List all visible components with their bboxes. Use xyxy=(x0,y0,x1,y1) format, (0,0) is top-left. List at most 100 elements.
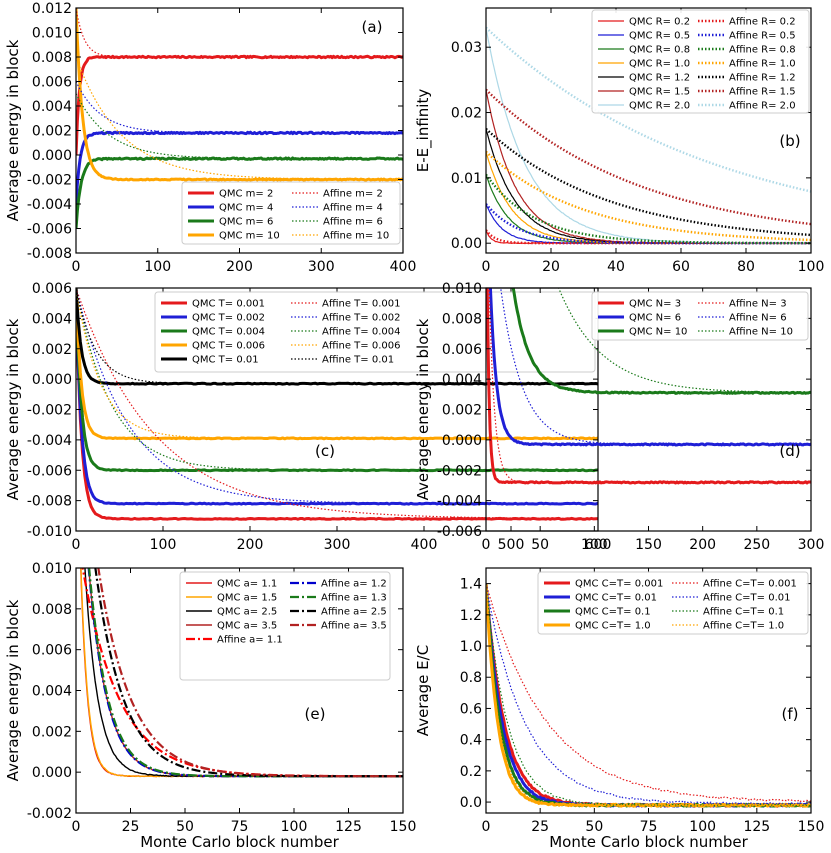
x-tick-label: 100 xyxy=(150,537,177,553)
y-tick-label: 1.0 xyxy=(460,639,482,655)
legend-label: QMC R= 1.2 xyxy=(629,73,690,84)
y-tick-label: 0.004 xyxy=(32,311,72,327)
y-tick-label: -0.008 xyxy=(27,246,72,262)
legend-label: Affine T= 0.001 xyxy=(322,299,400,310)
x-tick-label: 0 xyxy=(72,819,81,835)
series-group xyxy=(76,288,598,521)
legend-label: QMC R= 0.5 xyxy=(629,31,690,42)
x-axis-label: Monte Carlo block number xyxy=(140,833,339,851)
legend: QMC C=T= 0.001 QMC C=T= 0.01 QMC C=T= 0.1 Q… xyxy=(537,571,809,635)
legend-label: Affine m= 10 xyxy=(323,231,389,242)
series-line xyxy=(76,81,403,134)
y-tick-label: -0.004 xyxy=(437,494,482,510)
y-axis-label: E-E_infinity xyxy=(414,89,433,173)
panel-annotation: (d) xyxy=(779,442,800,460)
legend-label: Affine T= 0.004 xyxy=(322,327,400,338)
y-tick-label: -0.002 xyxy=(27,806,72,822)
legend-label: QMC R= 2.0 xyxy=(629,101,690,112)
series-group xyxy=(486,583,811,808)
series-line xyxy=(76,8,403,58)
panel-annotation: (b) xyxy=(779,132,800,150)
x-tick-label: 150 xyxy=(798,819,825,835)
x-tick-label: 0 xyxy=(72,537,81,553)
x-tick-label: 25 xyxy=(531,819,549,835)
series-line xyxy=(76,288,598,521)
legend-label: Affine a= 1.3 xyxy=(321,593,387,604)
y-tick-label: -0.008 xyxy=(27,494,72,510)
series-line xyxy=(76,288,598,471)
y-tick-label: 0.004 xyxy=(442,372,482,388)
legend-label: QMC N= 10 xyxy=(629,327,687,338)
x-tick-label: 50 xyxy=(176,819,194,835)
y-tick-label: 0.02 xyxy=(451,106,482,122)
x-tick-label: 100 xyxy=(581,537,608,553)
y-tick-label: 1.2 xyxy=(460,608,482,624)
legend-label: QMC R= 0.2 xyxy=(629,17,690,28)
y-tick-label: 0.010 xyxy=(32,26,72,42)
y-tick-label: 0.008 xyxy=(32,50,72,66)
legend-label: Affine R= 0.2 xyxy=(729,17,796,28)
y-tick-label: 0.00 xyxy=(451,236,482,252)
legend: QMC a= 1.1 QMC a= 1.5 QMC a= 2.5 QMC a= 3.5… xyxy=(179,571,391,681)
series-line xyxy=(76,288,598,386)
series-line xyxy=(511,288,811,395)
series-line xyxy=(486,173,811,245)
x-axis-label: Monte Carlo block number xyxy=(549,833,748,851)
legend-label: QMC C=T= 0.001 xyxy=(575,579,663,590)
x-tick-label: 400 xyxy=(411,537,438,553)
panel-annotation: (f) xyxy=(782,705,799,723)
x-tick-label: 75 xyxy=(231,819,249,835)
y-tick-label: 0.000 xyxy=(32,372,72,388)
plot-frame xyxy=(485,7,812,254)
legend-label: QMC R= 0.8 xyxy=(629,45,690,56)
y-tick-label: -0.002 xyxy=(437,463,482,479)
panel-5: 0 25 50 75 100 125 150 0.0 0.2 0.4 0.6 0.8 1.0 1.2 1.4… xyxy=(414,567,825,851)
y-axis-label: Average energy in block xyxy=(4,599,22,781)
legend-label: QMC m= 6 xyxy=(219,217,273,228)
legend-label: Affine m= 4 xyxy=(323,203,383,214)
x-tick-label: 0 xyxy=(482,259,491,275)
y-tick-label: 0.006 xyxy=(442,342,482,358)
legend-label: Affine T= 0.01 xyxy=(322,355,394,366)
series-line xyxy=(76,130,403,205)
x-tick-label: 150 xyxy=(635,537,662,553)
panel-annotation: (c) xyxy=(315,442,335,460)
legend-label: Affine N= 3 xyxy=(729,299,787,310)
x-tick-label: 80 xyxy=(737,259,755,275)
legend-label: QMC m= 2 xyxy=(219,189,273,200)
legend-label: Affine R= 1.0 xyxy=(729,59,796,70)
y-tick-label: -0.010 xyxy=(27,524,72,540)
x-tick-label: 200 xyxy=(689,537,716,553)
series-line xyxy=(76,56,403,181)
legend-label: Affine a= 1.1 xyxy=(217,635,283,646)
series-line xyxy=(486,26,811,193)
y-axis-label: Average E/C xyxy=(414,645,432,736)
legend-label: QMC N= 6 xyxy=(629,313,681,324)
y-tick-label: 0.002 xyxy=(442,403,482,419)
x-tick-label: 300 xyxy=(308,259,335,275)
legend-label: QMC T= 0.002 xyxy=(192,313,265,324)
panel-0: 0 100 200 300 400 -0.008 -0.006 -0.004 -0.002 0.0… xyxy=(4,1,416,275)
legend-label: Affine a= 1.2 xyxy=(321,579,387,590)
series-line xyxy=(486,88,811,226)
legend-label: QMC a= 2.5 xyxy=(217,607,277,618)
legend-box xyxy=(537,571,809,635)
x-tick-label: 40 xyxy=(607,259,625,275)
x-tick-label: 50 xyxy=(585,819,603,835)
x-tick-label: 0 xyxy=(72,259,81,275)
y-tick-label: -0.002 xyxy=(27,403,72,419)
y-tick-label: 0.002 xyxy=(32,724,72,740)
x-tick-label: 0 xyxy=(482,819,491,835)
y-tick-label: -0.004 xyxy=(27,197,72,213)
panel-1: 0 20 40 60 80 100 0.00 0.01 0.02 0.03 E-E_infinity… xyxy=(414,7,825,275)
x-tick-label: 250 xyxy=(743,537,770,553)
legend-label: QMC a= 1.5 xyxy=(217,593,277,604)
legend-box xyxy=(179,571,391,681)
series-line xyxy=(76,8,403,182)
y-tick-label: 0.01 xyxy=(451,171,482,187)
y-tick-label: 0.012 xyxy=(32,1,72,17)
y-tick-label: 0.03 xyxy=(451,40,482,56)
x-tick-label: 100 xyxy=(798,259,825,275)
series-line xyxy=(486,583,811,805)
legend-label: QMC C=T= 0.1 xyxy=(575,607,651,618)
